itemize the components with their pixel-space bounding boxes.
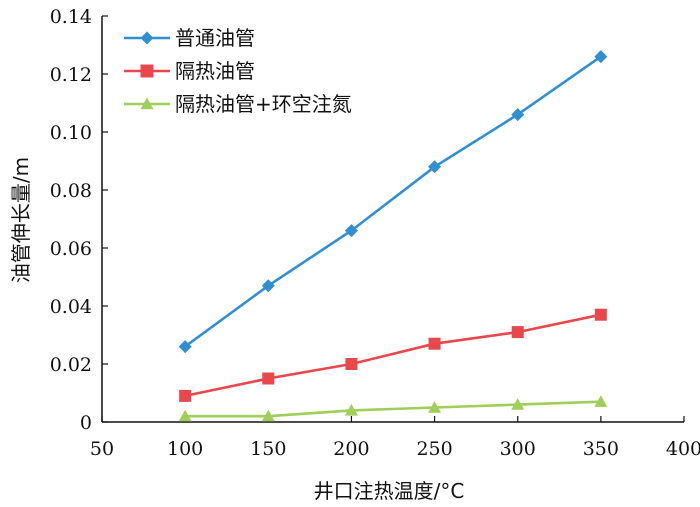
- x-axis-title: 井口注热温度/°C: [314, 479, 465, 503]
- legend-item-3: 隔热油管+环空注氮: [124, 92, 352, 116]
- series-line: [184, 55, 602, 348]
- y-tick-label: 0.08: [50, 180, 92, 202]
- series-3: [178, 395, 608, 422]
- legend-marker: [140, 97, 154, 110]
- legend-item-2: 隔热油管: [124, 59, 255, 83]
- series-line: [184, 313, 602, 398]
- x-tick-label: 200: [333, 438, 369, 460]
- data-point: [344, 403, 358, 416]
- data-point: [345, 358, 358, 370]
- data-point: [261, 279, 275, 293]
- x-tick-label: 150: [250, 438, 286, 460]
- legend-label: 普通油管: [175, 26, 255, 50]
- data-point: [261, 409, 275, 422]
- axes: 50 100 150 200 250 300 350 400 0 0.02 0.04 0.06 0.08…: [50, 6, 700, 460]
- x-tick-label: 100: [167, 438, 203, 460]
- data-point: [428, 160, 442, 174]
- data-point: [262, 372, 275, 385]
- y-tick-label: 0.10: [50, 122, 92, 144]
- y-tick-label: 0.02: [50, 354, 92, 376]
- legend-marker: [140, 64, 154, 78]
- x-tick-label: 350: [583, 438, 619, 460]
- y-tick-label: 0.04: [50, 296, 92, 318]
- data-point: [511, 108, 525, 122]
- legend-label: 隔热油管: [175, 59, 255, 83]
- legend-item-1: 普通油管: [124, 26, 255, 50]
- x-tick-label: 300: [500, 438, 536, 460]
- legend-marker: [140, 31, 154, 45]
- y-tick-label: 0: [80, 412, 92, 434]
- series-layer: [178, 50, 608, 422]
- data-point: [511, 398, 525, 410]
- series-line: [185, 400, 601, 418]
- data-point: [428, 401, 442, 413]
- data-point: [178, 409, 192, 422]
- data-point: [594, 308, 607, 321]
- data-point: [594, 50, 608, 64]
- data-point: [594, 395, 608, 407]
- data-point: [428, 337, 441, 350]
- x-tick-label: 400: [666, 438, 700, 460]
- y-axis-title: 油管伸长量/m: [9, 157, 33, 283]
- legend-label: 隔热油管+环空注氮: [175, 92, 352, 116]
- y-tick-label: 0.12: [50, 64, 92, 86]
- series-2: [179, 308, 607, 402]
- y-tick-label: 0.14: [50, 6, 92, 28]
- x-tick-label: 50: [90, 438, 114, 460]
- x-tick-label: 250: [416, 438, 452, 460]
- data-point: [179, 389, 192, 402]
- data-point: [344, 224, 358, 238]
- data-point: [178, 340, 192, 354]
- y-tick-label: 0.06: [50, 238, 92, 260]
- series-1: [178, 50, 608, 354]
- data-point: [511, 326, 524, 339]
